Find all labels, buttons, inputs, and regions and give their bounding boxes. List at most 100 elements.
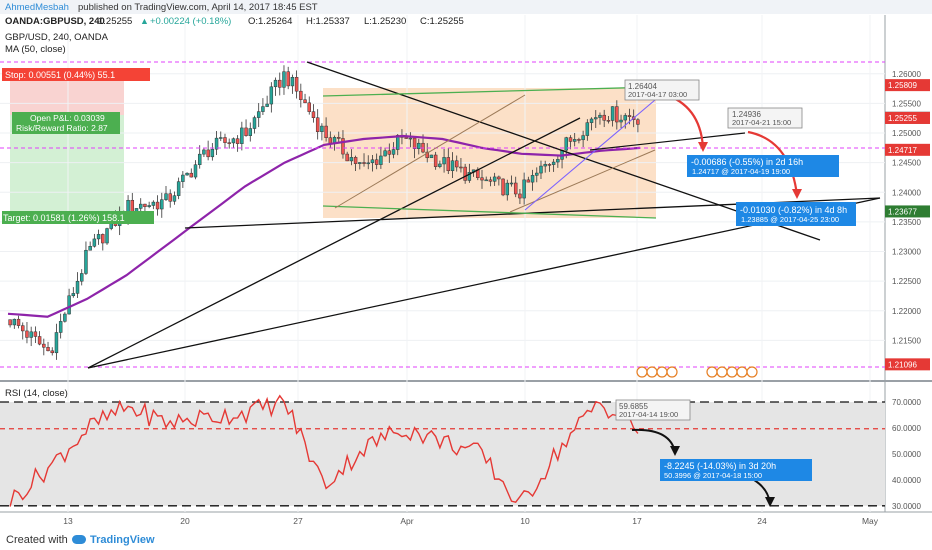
header-bar — [0, 0, 932, 14]
flag-icon[interactable] — [636, 366, 648, 378]
candle-body — [417, 142, 421, 149]
candle-body — [484, 179, 488, 182]
candle-body — [539, 165, 543, 174]
time-tick-label: 17 — [632, 516, 642, 526]
economic-events[interactable] — [636, 366, 758, 378]
price-tag — [885, 205, 930, 218]
candle-body — [577, 139, 581, 141]
time-tick-label: 27 — [293, 516, 303, 526]
candle-body — [454, 160, 459, 168]
rsi-projection-line2: 50.3996 @ 2017-04-18 15:00 — [664, 471, 762, 480]
tradingview-brand[interactable]: TradingView — [90, 534, 155, 546]
price-tick-label: 1.23500 — [892, 218, 921, 227]
rsi-note — [615, 399, 691, 421]
candle-body — [556, 159, 560, 163]
candle-body — [337, 137, 341, 139]
candle-body — [581, 135, 585, 141]
note-1 — [624, 79, 700, 101]
flag-icon[interactable] — [716, 366, 728, 378]
price-tick-label: 1.24500 — [892, 159, 921, 168]
flag-icon[interactable] — [666, 366, 678, 378]
candle-body — [446, 157, 451, 172]
candle-body — [547, 164, 552, 166]
projection-box-1 — [687, 155, 839, 177]
flag-icon[interactable] — [746, 366, 758, 378]
open-pnl-label: Open P&L: 0.03039 — [30, 113, 105, 123]
candle-body — [353, 157, 358, 164]
candle-body — [568, 137, 573, 142]
candle-body — [244, 127, 248, 136]
time-tick-label: May — [862, 516, 879, 526]
candle-body — [526, 179, 531, 183]
candle-body — [12, 318, 17, 326]
publish-info: published on TradingView.com, April 14, … — [78, 2, 318, 13]
candle-body — [33, 331, 38, 337]
candle-body — [463, 166, 467, 181]
candle-body — [54, 332, 59, 354]
legend-rsi[interactable]: RSI (14, close) — [5, 388, 68, 399]
flag-icon[interactable] — [726, 366, 738, 378]
candle-body — [164, 193, 168, 200]
price-tag — [885, 79, 930, 92]
price-tick-label: 1.26000 — [892, 70, 921, 79]
flag-icon[interactable] — [736, 366, 748, 378]
candle-body — [101, 234, 105, 244]
candle-body — [252, 117, 257, 129]
candle-body — [151, 201, 156, 206]
candle-body — [606, 120, 611, 122]
candle-body — [404, 137, 408, 139]
uptrend-line-2 — [87, 197, 881, 369]
candle-body — [450, 160, 455, 172]
rsi-tick-label: 70.0000 — [892, 398, 921, 407]
candle-body — [8, 319, 12, 326]
rsi-tick-label: 60.0000 — [892, 424, 921, 433]
candle-body — [84, 249, 88, 274]
candle-body — [303, 99, 307, 104]
author-name[interactable]: AhmedMesbah — [5, 2, 69, 13]
time-tick-label: 24 — [757, 516, 767, 526]
stop-label-bg — [2, 68, 150, 81]
candle-body — [362, 162, 366, 164]
candle-body — [172, 195, 177, 202]
candle-body — [530, 175, 535, 183]
last-price: 1.25255 — [98, 16, 132, 27]
candle-body — [412, 137, 417, 149]
price-tag — [885, 143, 930, 156]
candle-body — [37, 336, 42, 345]
flag-icon[interactable] — [646, 366, 658, 378]
candle-body — [429, 154, 434, 159]
pitchfork-line — [524, 99, 656, 211]
flag-icon[interactable] — [706, 366, 718, 378]
candle-body — [619, 119, 623, 123]
candle-body — [315, 117, 320, 132]
candle-body — [248, 128, 252, 136]
candle-body — [391, 149, 396, 155]
time-tick-label: 13 — [63, 516, 73, 526]
legend-ma[interactable]: MA (50, close) — [5, 44, 66, 55]
arrow-head-icon — [792, 189, 802, 199]
candle-body — [438, 163, 442, 167]
candle-body — [383, 150, 387, 157]
projection-1-line2: 1.24717 @ 2017-04-19 19:00 — [692, 167, 790, 176]
flag-icon[interactable] — [656, 366, 668, 378]
candle-body — [143, 203, 147, 207]
pitchfork-line — [334, 94, 526, 209]
candle-body — [96, 234, 101, 240]
target-label-bg — [2, 211, 154, 224]
candle-body — [130, 199, 135, 213]
price-tag-label: 1.21096 — [888, 360, 917, 369]
time-tick-label: Apr — [400, 516, 413, 526]
legend-symbol[interactable]: GBP/USD, 240, OANDA — [5, 32, 109, 43]
price-axis[interactable] — [885, 15, 932, 512]
candle-body — [21, 325, 25, 332]
candle-body — [341, 138, 345, 155]
candle-body — [324, 125, 328, 138]
candle-body — [610, 106, 615, 121]
candle-body — [290, 77, 295, 87]
price-change: +0.00224 (+0.18%) — [150, 16, 231, 27]
candle-body — [602, 114, 606, 121]
candle-body — [273, 79, 278, 88]
price-tag-label: 1.25809 — [888, 81, 917, 90]
candle-body — [320, 125, 324, 132]
candle-body — [286, 71, 290, 87]
